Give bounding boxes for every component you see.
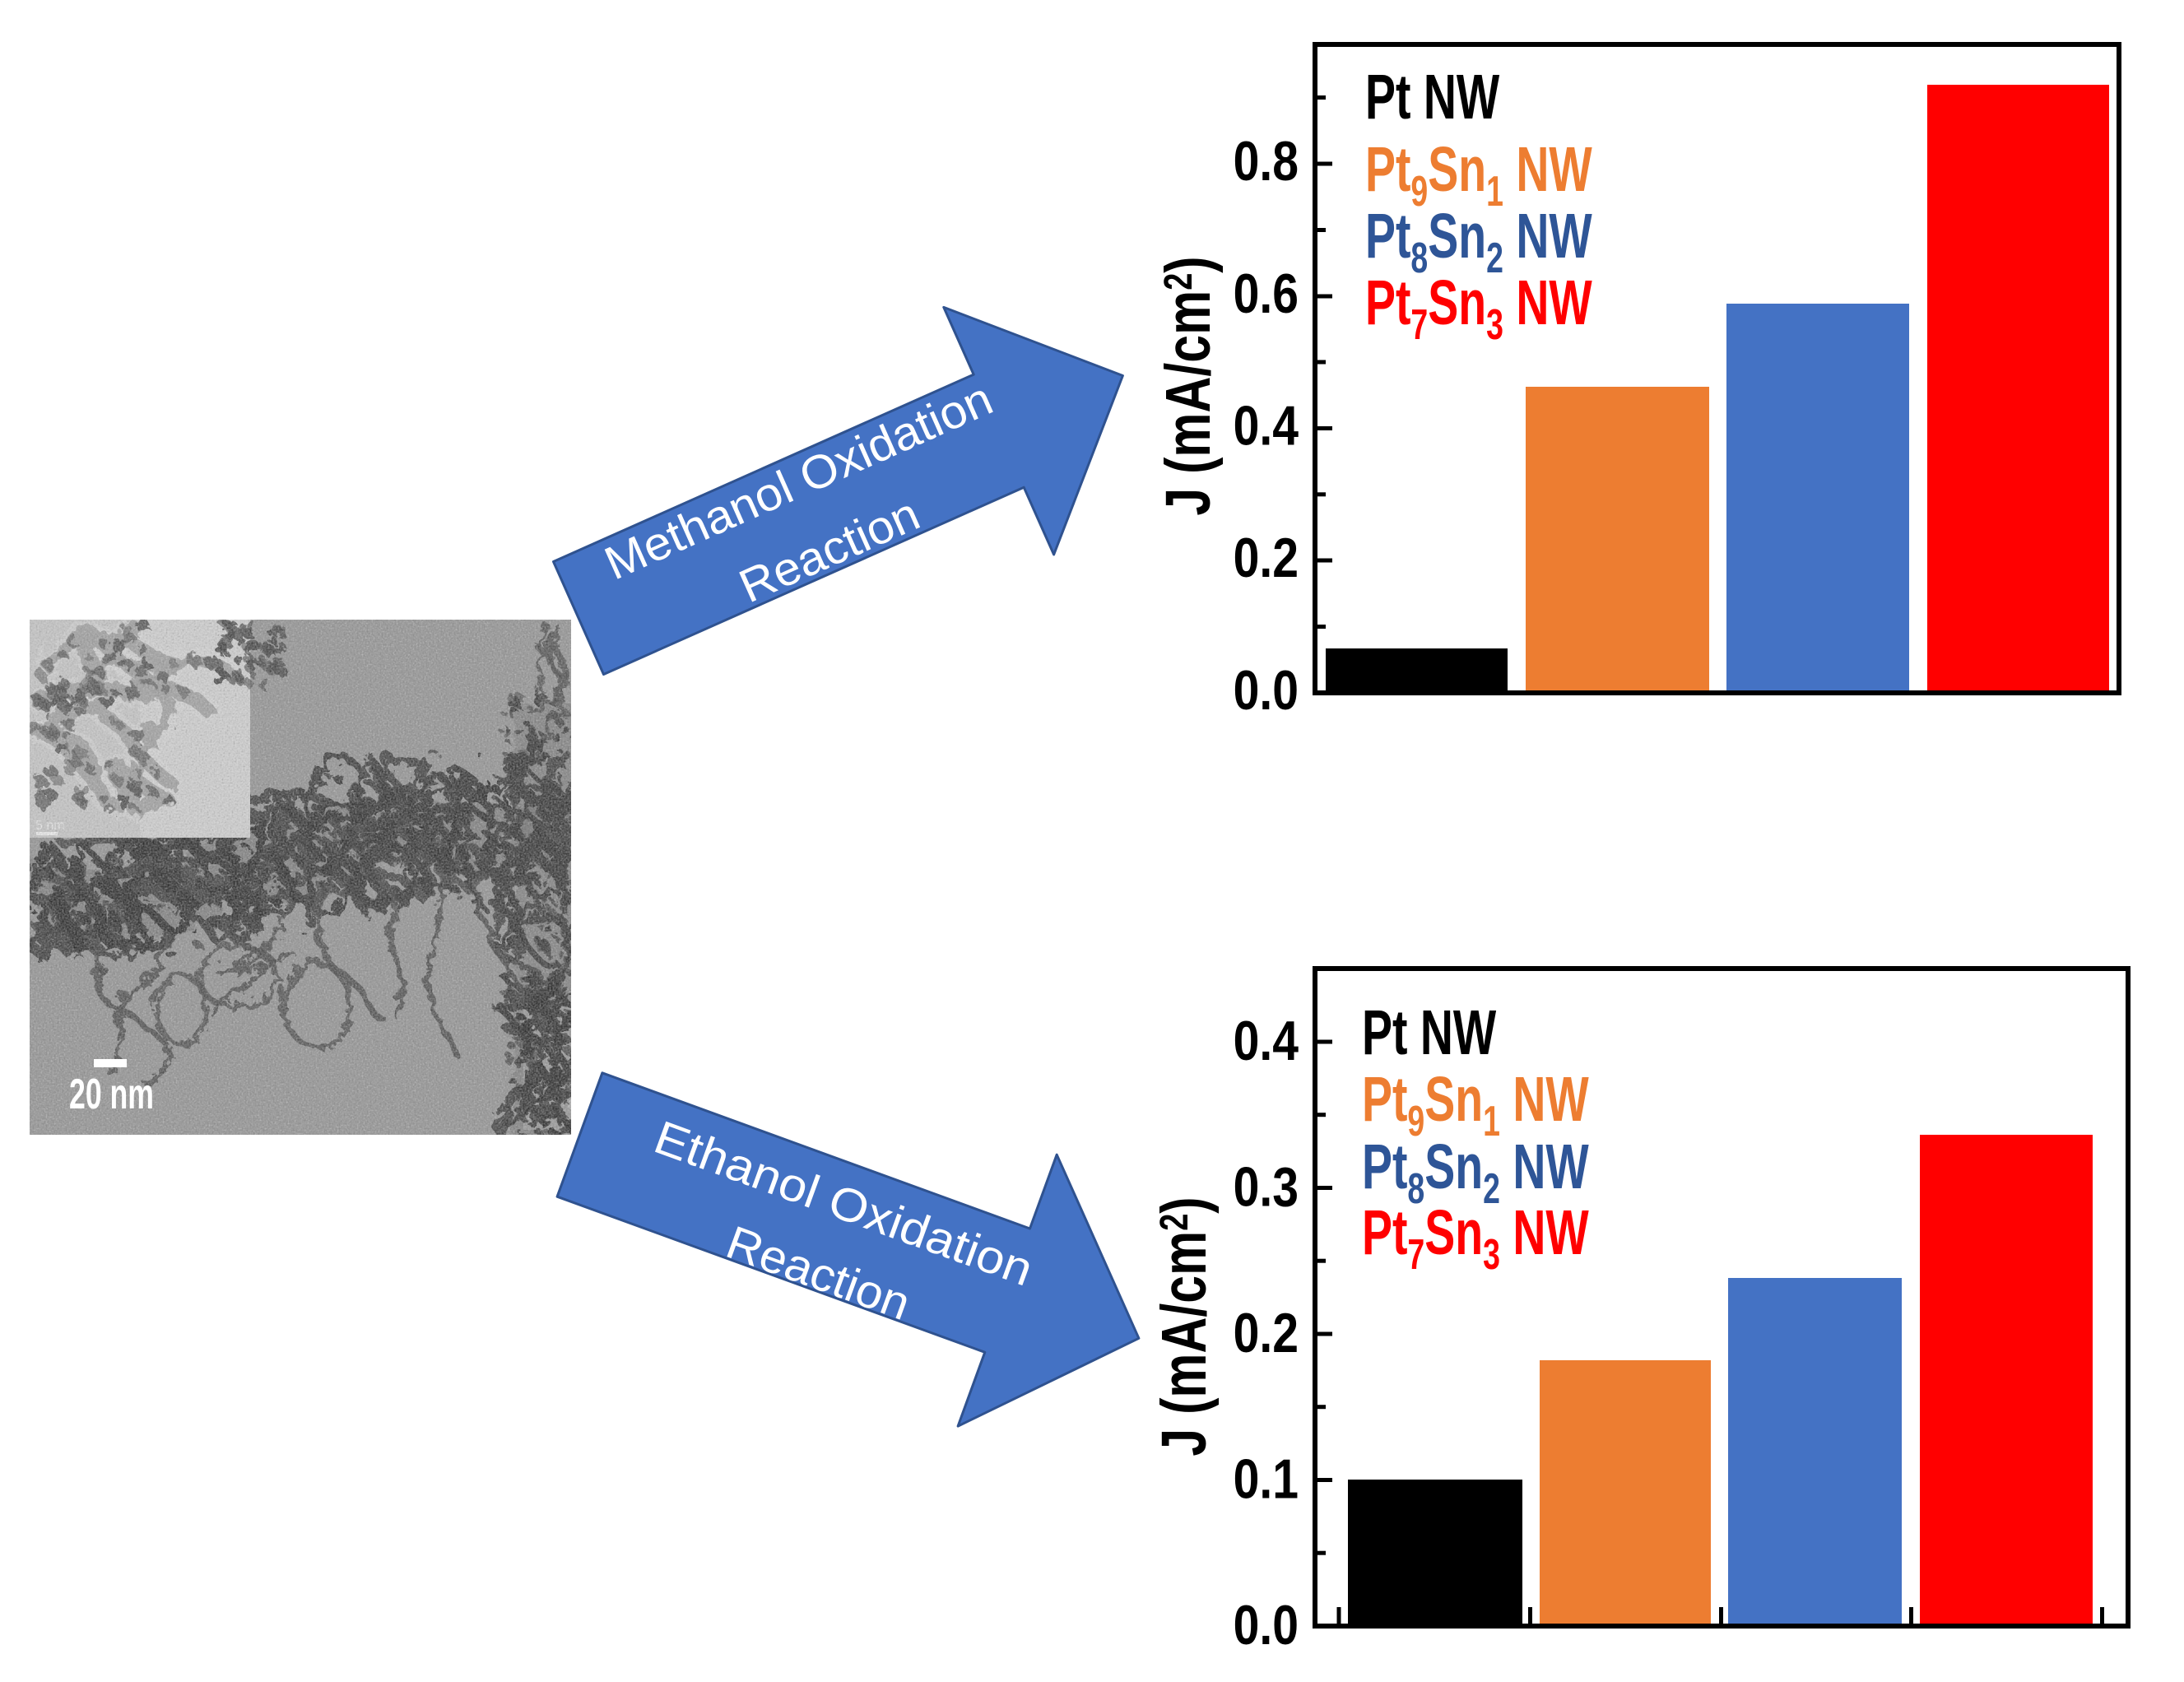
svg-text:0.6: 0.6 xyxy=(1234,263,1299,325)
svg-text:20 nm: 20 nm xyxy=(69,1071,154,1118)
svg-text:Pt8Sn2 NW: Pt8Sn2 NW xyxy=(1362,1131,1589,1212)
svg-text:Pt8Sn2 NW: Pt8Sn2 NW xyxy=(1365,201,1592,281)
svg-text:0.0: 0.0 xyxy=(1234,659,1299,722)
svg-text:Pt NW: Pt NW xyxy=(1365,62,1500,132)
svg-text:Pt9Sn1 NW: Pt9Sn1 NW xyxy=(1365,134,1592,215)
svg-text:Pt7Sn3 NW: Pt7Sn3 NW xyxy=(1362,1197,1589,1278)
svg-text:J (mA/cm2): J (mA/cm2) xyxy=(1152,256,1224,515)
svg-text:0.2: 0.2 xyxy=(1234,527,1299,589)
svg-text:0.4: 0.4 xyxy=(1234,1010,1299,1072)
svg-text:0.0: 0.0 xyxy=(1234,1594,1299,1656)
svg-text:0.4: 0.4 xyxy=(1234,395,1299,458)
svg-text:Pt7Sn3 NW: Pt7Sn3 NW xyxy=(1365,267,1592,348)
svg-text:J (mA/cm2): J (mA/cm2) xyxy=(1148,1196,1220,1456)
svg-text:0.2: 0.2 xyxy=(1234,1302,1299,1364)
svg-text:0.3: 0.3 xyxy=(1234,1156,1299,1219)
svg-text:0.1: 0.1 xyxy=(1234,1448,1299,1511)
svg-text:Pt9Sn1 NW: Pt9Sn1 NW xyxy=(1362,1064,1589,1145)
svg-text:0.8: 0.8 xyxy=(1234,130,1299,193)
svg-text:Pt NW: Pt NW xyxy=(1362,997,1497,1068)
